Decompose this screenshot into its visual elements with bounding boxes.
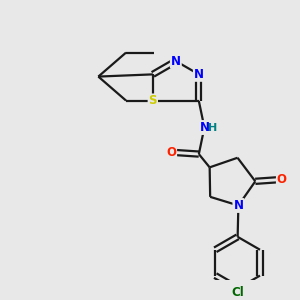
- Text: S: S: [148, 94, 157, 107]
- Text: O: O: [166, 146, 176, 159]
- Text: N: N: [194, 68, 204, 81]
- Text: N: N: [200, 121, 209, 134]
- Text: H: H: [208, 122, 217, 133]
- Text: N: N: [171, 55, 181, 68]
- Text: Cl: Cl: [231, 286, 244, 299]
- Text: N: N: [233, 199, 243, 212]
- Text: O: O: [277, 173, 287, 186]
